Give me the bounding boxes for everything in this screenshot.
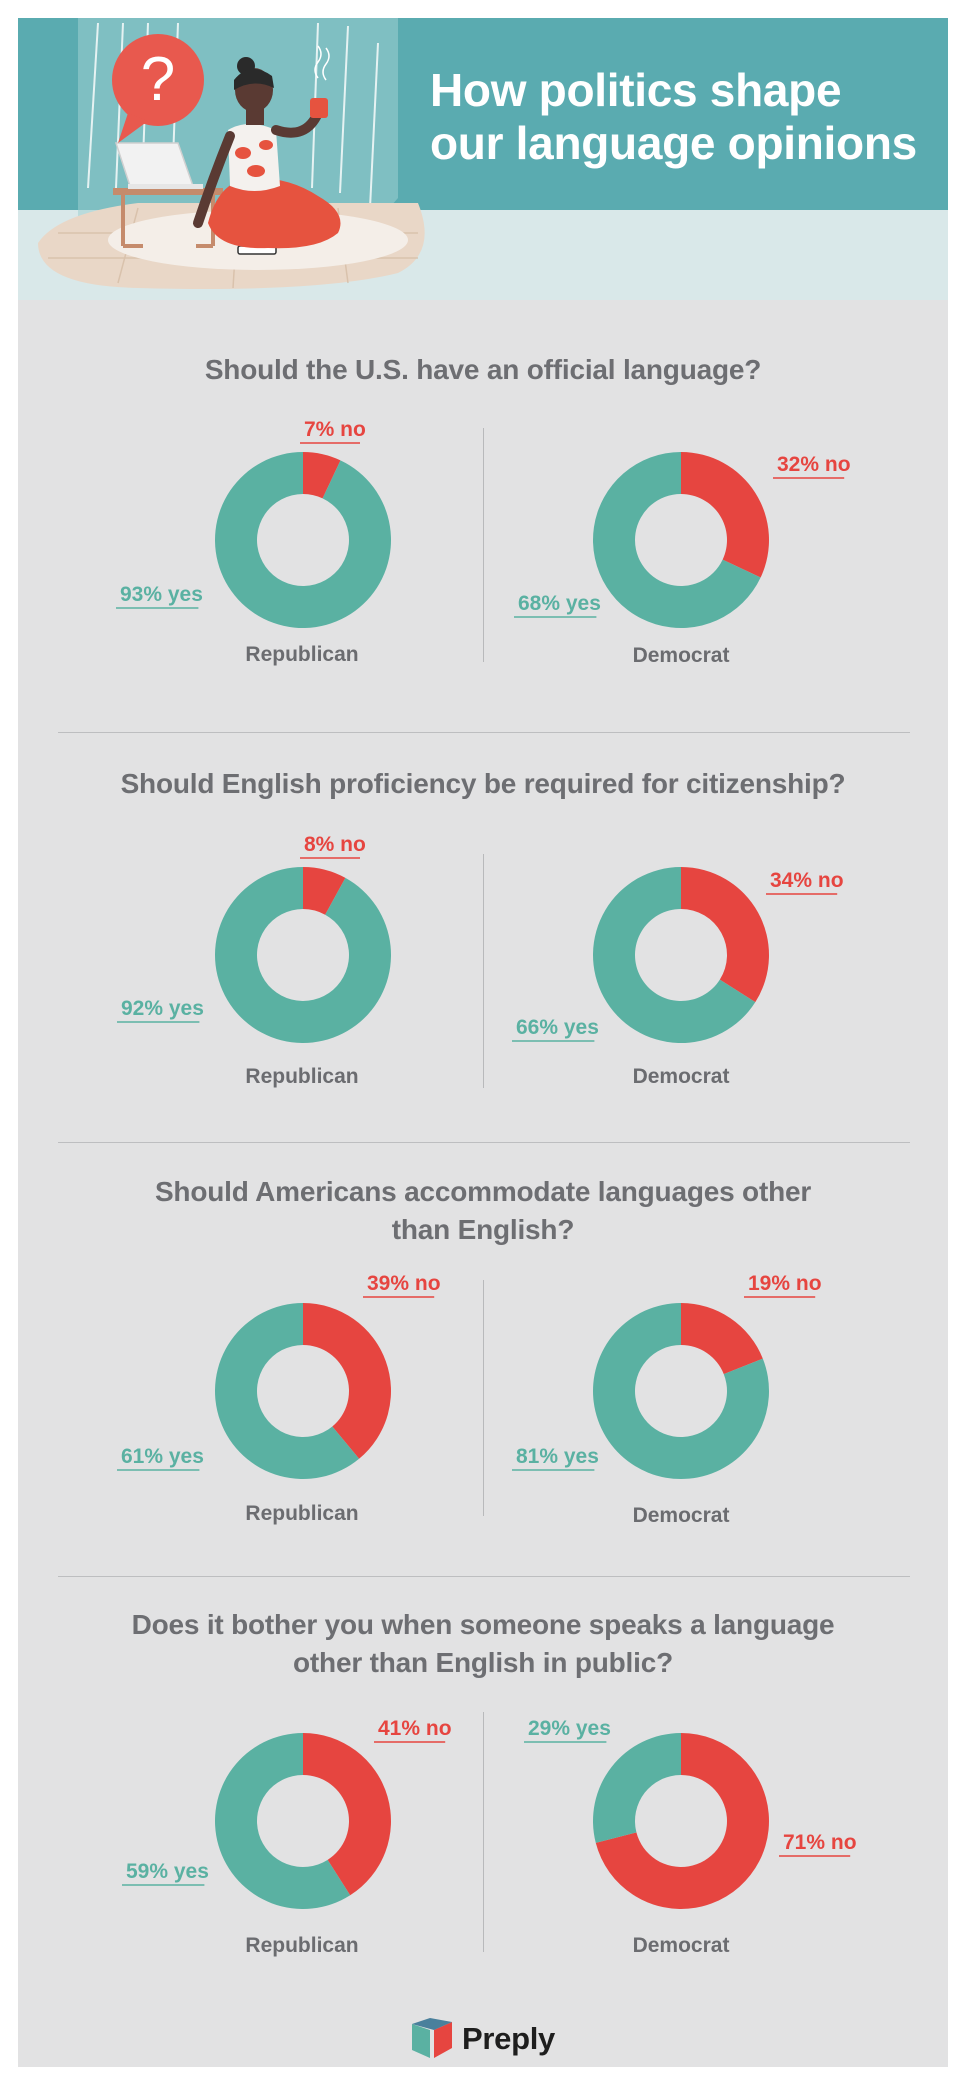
chart-title-republican: Republican	[245, 1934, 359, 1957]
donut-slice-yes	[215, 867, 392, 1043]
donut-slice-no	[303, 1303, 392, 1459]
section-divider	[58, 732, 910, 733]
data-label-no: 19% no	[748, 1272, 822, 1295]
preply-logo: Preply	[410, 2018, 560, 2060]
data-label-yes: 93% yes	[120, 583, 203, 606]
donut-slice-no	[681, 1303, 763, 1375]
donut-slice-yes	[215, 1733, 351, 1909]
page-title: How politics shape our language opinions	[430, 64, 917, 169]
donut-slice-no	[595, 1733, 770, 1909]
data-label-yes: 59% yes	[126, 1860, 209, 1883]
chart-title-democrat: Democrat	[632, 1934, 730, 1957]
data-label-no: 34% no	[770, 869, 844, 892]
chart-title-democrat: Democrat	[632, 644, 730, 667]
column-divider	[483, 1280, 484, 1516]
question-1: Should the U.S. have an official languag…	[204, 354, 762, 385]
column-divider	[483, 428, 484, 662]
question-bubble-icon: ?	[141, 45, 175, 114]
donut-chart-democrat-4: 71% no 29% yes	[524, 1717, 857, 1909]
logo-text: Preply	[462, 2021, 555, 2056]
preply-logo-icon	[412, 2018, 452, 2058]
donut-slice-no	[681, 452, 769, 578]
data-label-no: 32% no	[777, 453, 851, 476]
data-label-no: 7% no	[304, 418, 366, 441]
section-divider	[58, 1142, 910, 1143]
donut-slice-yes	[593, 1733, 681, 1843]
chart-title-republican: Republican	[245, 1065, 359, 1088]
section-divider	[58, 1576, 910, 1577]
donut-chart-republican-1: 7% no 93% yes	[116, 418, 392, 629]
donut-chart-democrat-2: 34% no 66% yes	[512, 867, 844, 1044]
chart-title-democrat: Democrat	[632, 1065, 730, 1088]
column-divider	[483, 854, 484, 1088]
data-label-yes: 61% yes	[121, 1445, 204, 1468]
donut-chart-republican-2: 8% no 92% yes	[117, 833, 392, 1043]
data-label-yes: 29% yes	[528, 1717, 611, 1740]
chart-title-republican: Republican	[245, 643, 359, 666]
question-4: Does it bother you when someone speaks a…	[131, 1609, 835, 1678]
donut-charts: 7% no 93% yes 32% no 68% yes 8% no 92% yes 34%…	[116, 418, 857, 1909]
donut-slice-yes	[214, 452, 392, 629]
chart-title-republican: Republican	[245, 1502, 359, 1525]
donut-chart-democrat-3: 19% no 81% yes	[512, 1272, 822, 1480]
data-label-yes: 68% yes	[518, 592, 601, 615]
donut-slice-no	[303, 452, 341, 499]
donut-chart-republican-4: 41% no 59% yes	[122, 1717, 452, 1909]
column-divider	[483, 1712, 484, 1952]
donut-slice-yes	[593, 867, 756, 1044]
data-label-yes: 92% yes	[121, 997, 204, 1020]
donut-slice-no	[681, 867, 769, 1003]
data-label-no: 71% no	[783, 1831, 857, 1854]
data-label-yes: 81% yes	[516, 1445, 599, 1468]
donut-chart-republican-3: 39% no 61% yes	[117, 1272, 441, 1479]
data-label-no: 8% no	[304, 833, 366, 856]
data-label-yes: 66% yes	[516, 1016, 599, 1039]
question-2: Should English proficiency be required f…	[120, 768, 846, 799]
header-illustration: ?	[38, 18, 425, 289]
donut-slice-yes	[215, 1303, 360, 1479]
data-label-no: 41% no	[378, 1717, 452, 1740]
header: ? How politics shape our language opinio…	[18, 18, 948, 300]
infographic: ? How politics shape our language opinio…	[18, 18, 948, 2067]
chart-title-democrat: Democrat	[632, 1504, 730, 1527]
donut-slice-yes	[593, 1303, 770, 1480]
question-3: Should Americans accommodate languages o…	[154, 1176, 812, 1245]
data-label-no: 39% no	[367, 1272, 441, 1295]
donut-slice-no	[303, 1733, 392, 1896]
donut-chart-democrat-1: 32% no 68% yes	[514, 452, 851, 629]
donut-slice-yes	[593, 452, 761, 629]
donut-slice-no	[303, 867, 346, 915]
